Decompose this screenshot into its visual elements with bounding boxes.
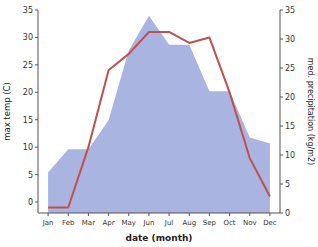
- x-tick-label: Apr: [103, 219, 115, 227]
- y2-tick: [280, 155, 283, 156]
- y-tick: [35, 202, 38, 203]
- y2-tick: [280, 213, 283, 214]
- y2-tick-label: 20: [285, 93, 295, 102]
- x-axis-label: date (month): [126, 233, 193, 243]
- y-tick-label: 20: [23, 88, 33, 97]
- y2-tick: [280, 68, 283, 69]
- x-tick: [68, 213, 69, 216]
- x-tick-label: Jan: [42, 219, 54, 227]
- y-tick-label: 10: [23, 143, 33, 152]
- y2-axis-label: med. precipitation (kg/m2): [306, 58, 315, 165]
- y-axis-line: [38, 10, 39, 213]
- temperature-line: [48, 32, 270, 208]
- y2-tick-label: 25: [285, 64, 295, 73]
- x-tick: [48, 213, 49, 216]
- y-tick-label: 35: [23, 6, 33, 15]
- y2-tick-label: 15: [285, 122, 295, 131]
- x-tick-label: Jul: [164, 219, 174, 227]
- y-tick: [35, 174, 38, 175]
- y2-tick-label: 35: [285, 6, 295, 15]
- x-tick-label: May: [122, 219, 136, 227]
- y-tick: [35, 37, 38, 38]
- x-tick-label: Feb: [62, 219, 75, 227]
- x-tick: [249, 213, 250, 216]
- x-tick-label: Sep: [203, 219, 217, 227]
- plot-area: [48, 16, 270, 213]
- y-tick-label: 30: [23, 33, 33, 42]
- x-tick-label: Aug: [182, 219, 196, 227]
- x-tick: [108, 213, 109, 216]
- chart: 0 5 10 15 20 25 30 35 0 5 10 15 20 25 30 35 Jan Feb Mar Apr…: [0, 0, 318, 247]
- y2-tick: [280, 39, 283, 40]
- x-axis-line: [38, 213, 280, 214]
- y-tick: [35, 92, 38, 93]
- x-tick-label: Jun: [142, 219, 154, 227]
- x-tick: [148, 213, 149, 216]
- x-tick: [189, 213, 190, 216]
- y2-tick: [280, 97, 283, 98]
- y2-tick-label: 30: [285, 35, 295, 44]
- x-tick-label: Dec: [263, 219, 277, 227]
- x-tick-label: Mar: [82, 219, 95, 227]
- y-tick: [35, 119, 38, 120]
- x-tick: [88, 213, 89, 216]
- y2-tick: [280, 184, 283, 185]
- y2-tick: [280, 10, 283, 11]
- y-tick-label: 0: [28, 198, 33, 207]
- x-tick-label: Oct: [224, 219, 236, 227]
- y-tick-label: 5: [28, 171, 33, 180]
- y-tick-label: 25: [23, 61, 33, 70]
- x-tick: [229, 213, 230, 216]
- x-tick: [269, 213, 270, 216]
- y2-tick-label: 10: [285, 151, 295, 160]
- y-tick-label: 15: [23, 116, 33, 125]
- y2-tick: [280, 126, 283, 127]
- x-tick: [128, 213, 129, 216]
- y2-tick-label: 5: [285, 180, 290, 189]
- x-tick: [209, 213, 210, 216]
- y-axis-label: max temp (C): [2, 82, 12, 141]
- y-tick: [35, 147, 38, 148]
- x-tick: [169, 213, 170, 216]
- y2-axis-line: [280, 10, 281, 213]
- y-tick: [35, 64, 38, 65]
- y-tick: [35, 10, 38, 11]
- precipitation-area: [48, 16, 270, 213]
- y2-tick-label: 0: [285, 209, 290, 218]
- x-tick-label: Nov: [243, 219, 257, 227]
